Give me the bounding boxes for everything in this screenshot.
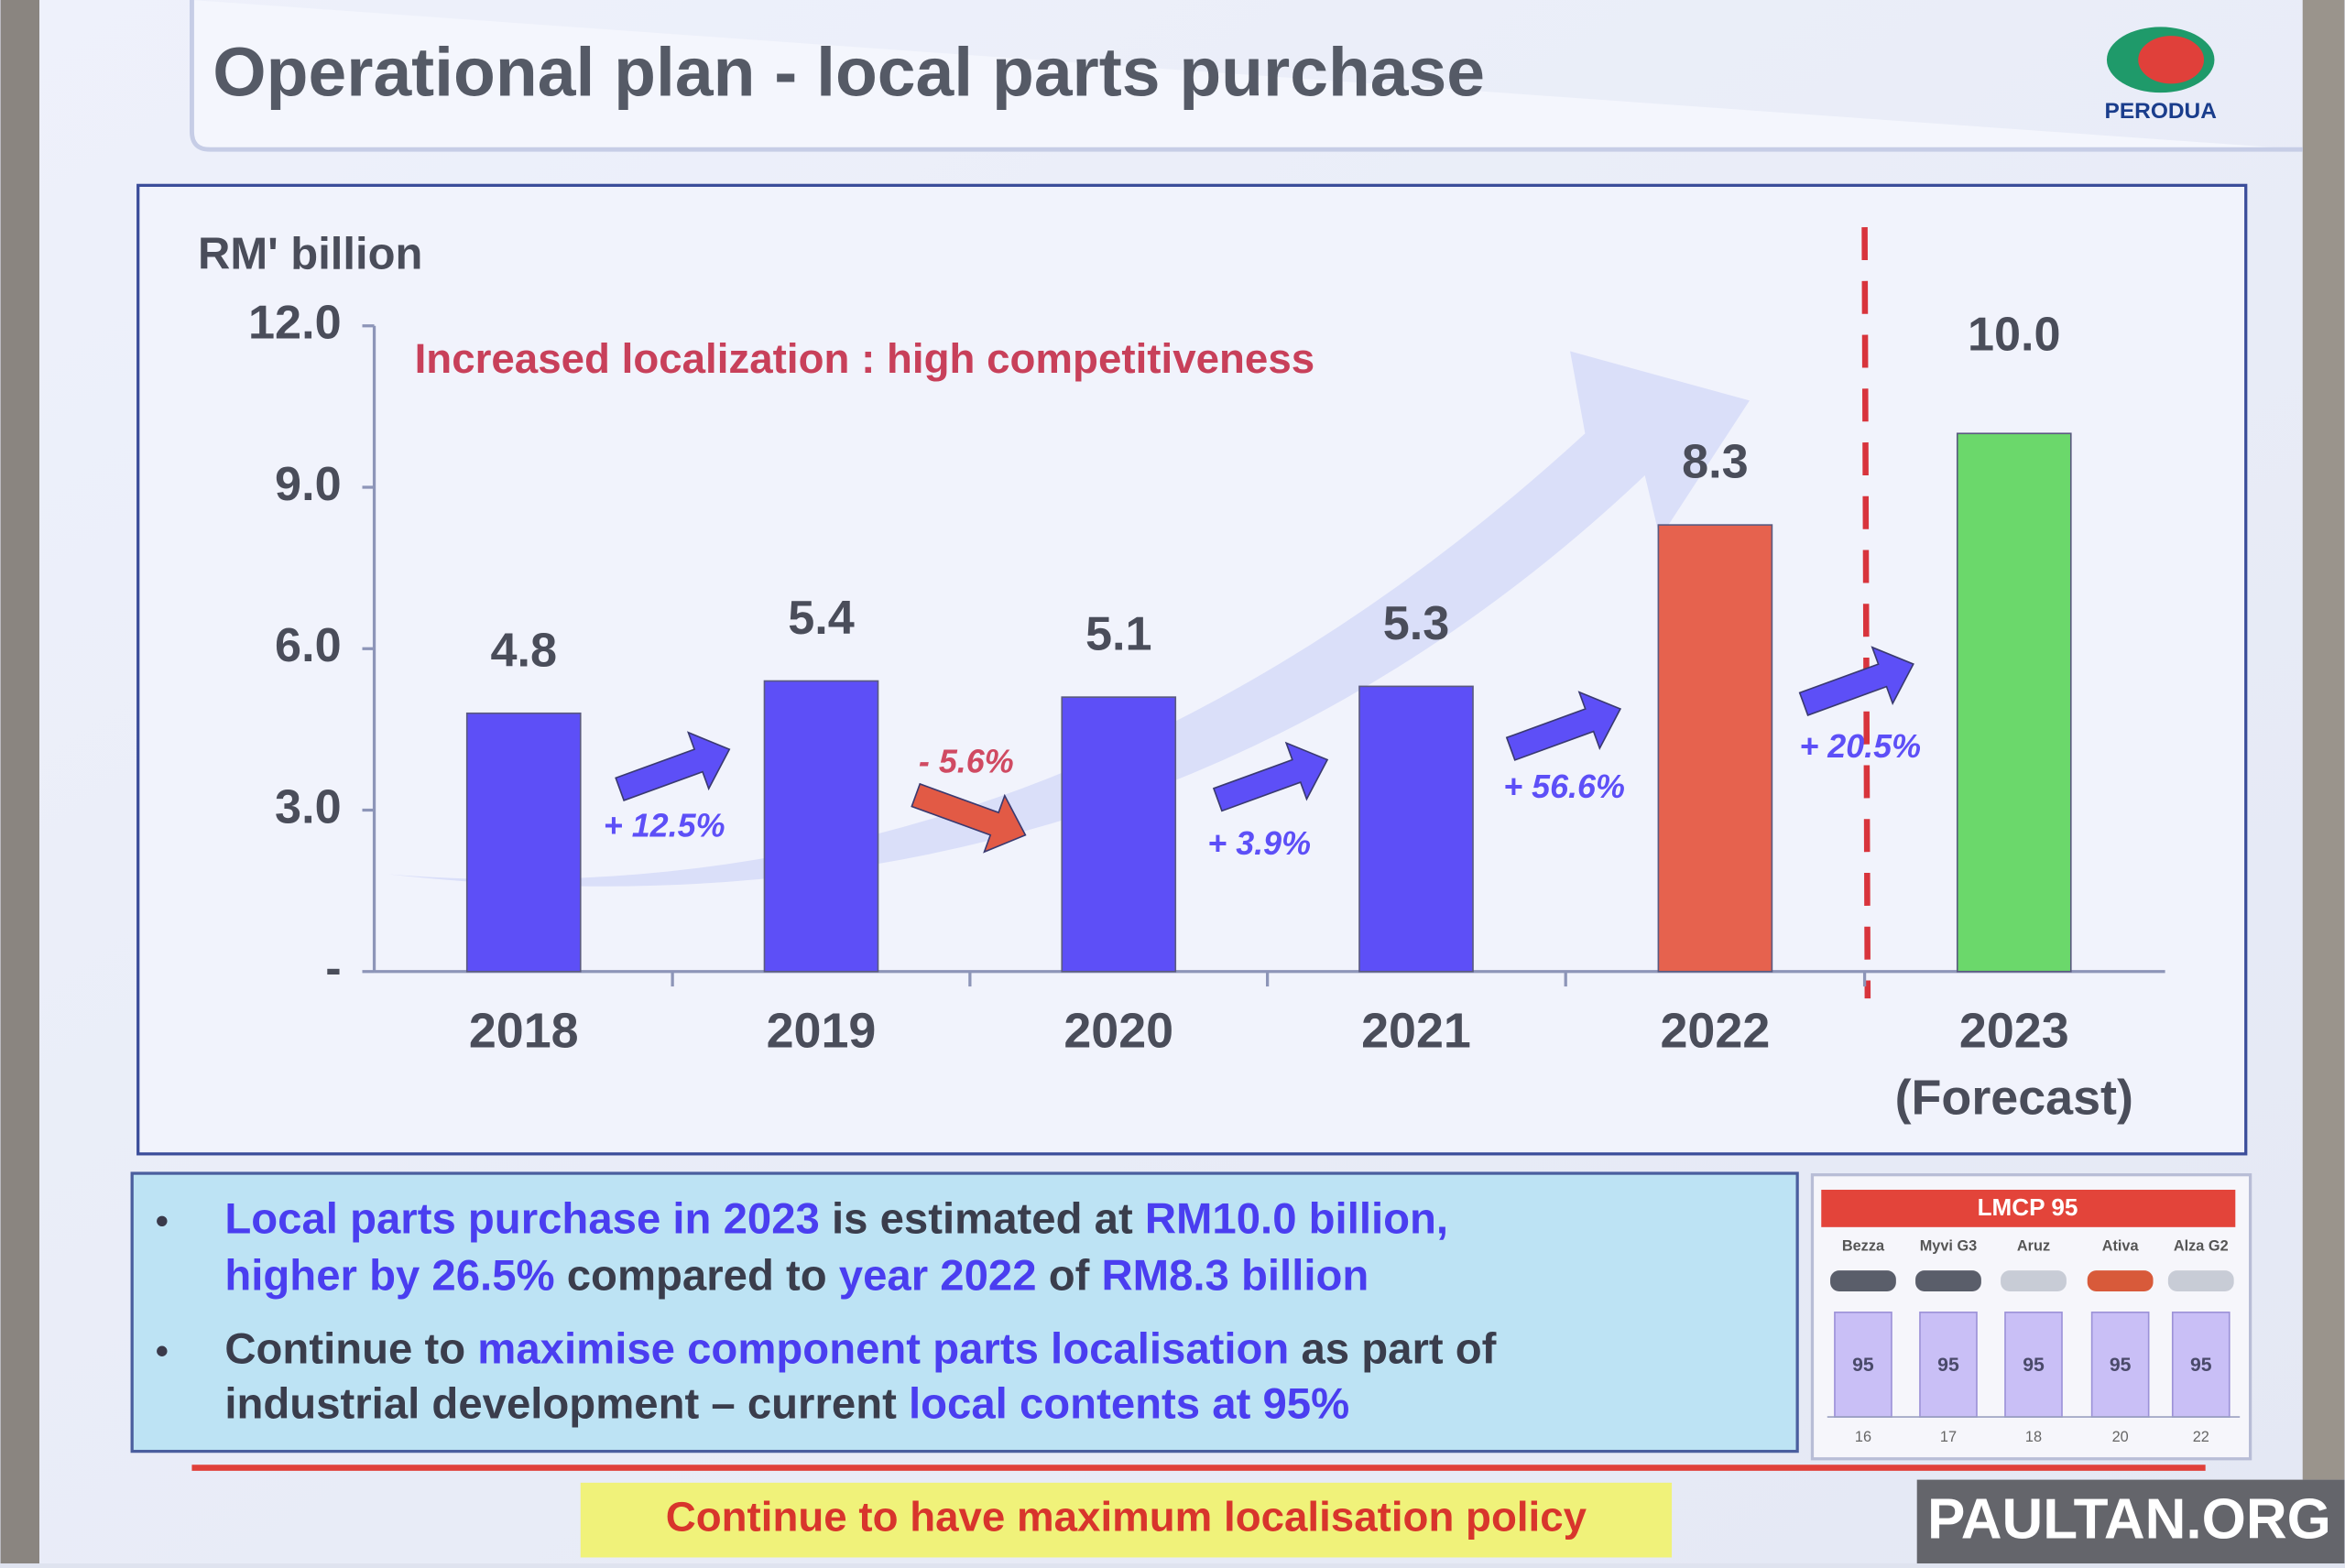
lmcp-bar [2171, 1312, 2230, 1418]
watermark: PAULTAN.ORG [1927, 1487, 2331, 1551]
growth-arrow [1505, 691, 1622, 761]
text-segment: is estimated at [820, 1194, 1145, 1243]
bullet-list: Local parts purchase in 2023 is estimate… [157, 1194, 1497, 1428]
lmcp-value: 95 [1852, 1355, 1874, 1376]
lmcp-code: 18 [2025, 1429, 2042, 1445]
lmcp-table: Bezza 95 16 Myvi G3 95 17 Aruz 95 18 Ativa 95 20 Alz… [1827, 1237, 2241, 1445]
lmcp-title: LMCP 95 [1978, 1193, 2078, 1221]
bullet-line: Continue to maximise component parts loc… [224, 1324, 1496, 1373]
x-tick-label: 2020 [1063, 1004, 1173, 1059]
value-label: 5.3 [1383, 597, 1450, 650]
lmcp-code: 20 [2112, 1429, 2129, 1445]
bullet-line: Local parts purchase in 2023 is estimate… [224, 1194, 1448, 1243]
car-icon [2001, 1270, 2067, 1291]
bullet-dot [157, 1345, 168, 1356]
car-icon [1915, 1270, 1981, 1291]
lmcp-code: 17 [1940, 1429, 1957, 1445]
lmcp-bar [1834, 1312, 1892, 1418]
growth-label: - 5.6% [919, 743, 1014, 779]
bar [1061, 696, 1177, 973]
growth-label: + 20.5% [1799, 728, 1921, 765]
growth-arrow [1212, 741, 1329, 812]
y-tick-label: - [325, 942, 341, 996]
model-name: Aruz [2017, 1237, 2050, 1254]
text-segment: compared to [555, 1251, 839, 1300]
text-segment: Local parts purchase in 2023 [224, 1194, 820, 1243]
lmcp-header [1821, 1190, 2236, 1227]
text-segment: year 2022 [839, 1251, 1037, 1300]
x-tick-label: 2021 [1361, 1004, 1471, 1059]
bar [1956, 432, 2072, 973]
bullet-dot [157, 1215, 168, 1226]
x-tick-label: 2018 [469, 1004, 579, 1059]
text-segment: of [1037, 1251, 1102, 1300]
bar [465, 712, 582, 973]
logo-mark [2138, 36, 2205, 84]
text-segment: local contents at 95% [909, 1379, 1349, 1428]
text-segment: industrial development – current [224, 1379, 909, 1428]
growth-label: + 56.6% [1503, 768, 1625, 805]
watermark-box [1916, 1479, 2345, 1563]
x-tick-label: 2022 [1660, 1004, 1770, 1059]
logo-text: PERODUA [2105, 99, 2218, 124]
value-label: 8.3 [1682, 436, 1749, 489]
edge [2302, 0, 2345, 1480]
edge [0, 0, 39, 1563]
growth-arrow [911, 782, 1027, 854]
car-icon [2167, 1270, 2234, 1291]
y-tick-label: 9.0 [275, 458, 342, 511]
lmcp-code: 16 [1855, 1429, 1871, 1445]
text-segment: Continue to [224, 1324, 477, 1373]
y-tick-label: 6.0 [275, 619, 342, 672]
lmcp-value: 95 [2190, 1355, 2212, 1376]
y-tick-label: 12.0 [248, 297, 342, 350]
chart-frame [136, 183, 2248, 1156]
value-label: 4.8 [490, 624, 557, 677]
text-segment: RM10.0 billion, [1145, 1194, 1448, 1243]
policy-box [580, 1482, 1673, 1558]
y-axis-label: RM' billion [198, 230, 422, 279]
bullet-line: higher by 26.5% compared to year 2022 of… [224, 1251, 1369, 1300]
lmcp-value: 95 [1937, 1355, 1959, 1376]
text-segment: higher by 26.5% [224, 1251, 554, 1300]
x-tick-label: 2019 [767, 1004, 877, 1059]
bullet-line: industrial development – current local c… [224, 1379, 1349, 1428]
y-tick-label: 3.0 [275, 780, 342, 833]
model-name: Bezza [1842, 1237, 1885, 1254]
car-icon [1830, 1270, 1896, 1291]
lmcp-bar [2004, 1312, 2063, 1418]
lmcp-bar [2090, 1312, 2150, 1418]
chart: - 3.0 6.0 9.0 12.0 4.8 2018 5.4 2019 5.1 2020 5.3 20… [248, 297, 2165, 1126]
model-name: Ativa [2102, 1237, 2140, 1254]
policy-text: Continue to have maximum localisation po… [666, 1494, 1587, 1541]
growth-label: + 12.5% [604, 808, 725, 844]
bar [1358, 685, 1474, 973]
summary-box [130, 1171, 1799, 1454]
title-box [190, 0, 2303, 152]
car-icon [2087, 1270, 2154, 1291]
text-segment: maximise component parts localisation [477, 1324, 1289, 1373]
forecast-divider [1861, 227, 1871, 999]
value-label: 5.4 [788, 592, 855, 645]
growth-arrow [1798, 646, 1914, 716]
text-segment: RM8.3 billion [1102, 1251, 1369, 1300]
bar [763, 680, 879, 973]
growth-label: + 3.9% [1207, 825, 1311, 862]
lmcp-code: 22 [2193, 1429, 2209, 1445]
model-name: Myvi G3 [1920, 1237, 1978, 1254]
lmcp-value: 95 [2023, 1355, 2045, 1376]
growth-arrow [615, 731, 731, 801]
model-name: Alza G2 [2174, 1237, 2229, 1254]
slide-title: Operational plan - local parts purchase [213, 34, 1485, 111]
annotation: Increased localization : high competitiv… [415, 335, 1315, 382]
bar [1657, 524, 1773, 973]
value-label: 10.0 [1968, 309, 2061, 362]
text-segment: as part of [1289, 1324, 1496, 1373]
value-label: 5.1 [1085, 608, 1152, 661]
lmcp-value: 95 [2110, 1355, 2132, 1376]
x-tick-label: 2023 (Forecast) [1895, 1004, 2133, 1126]
